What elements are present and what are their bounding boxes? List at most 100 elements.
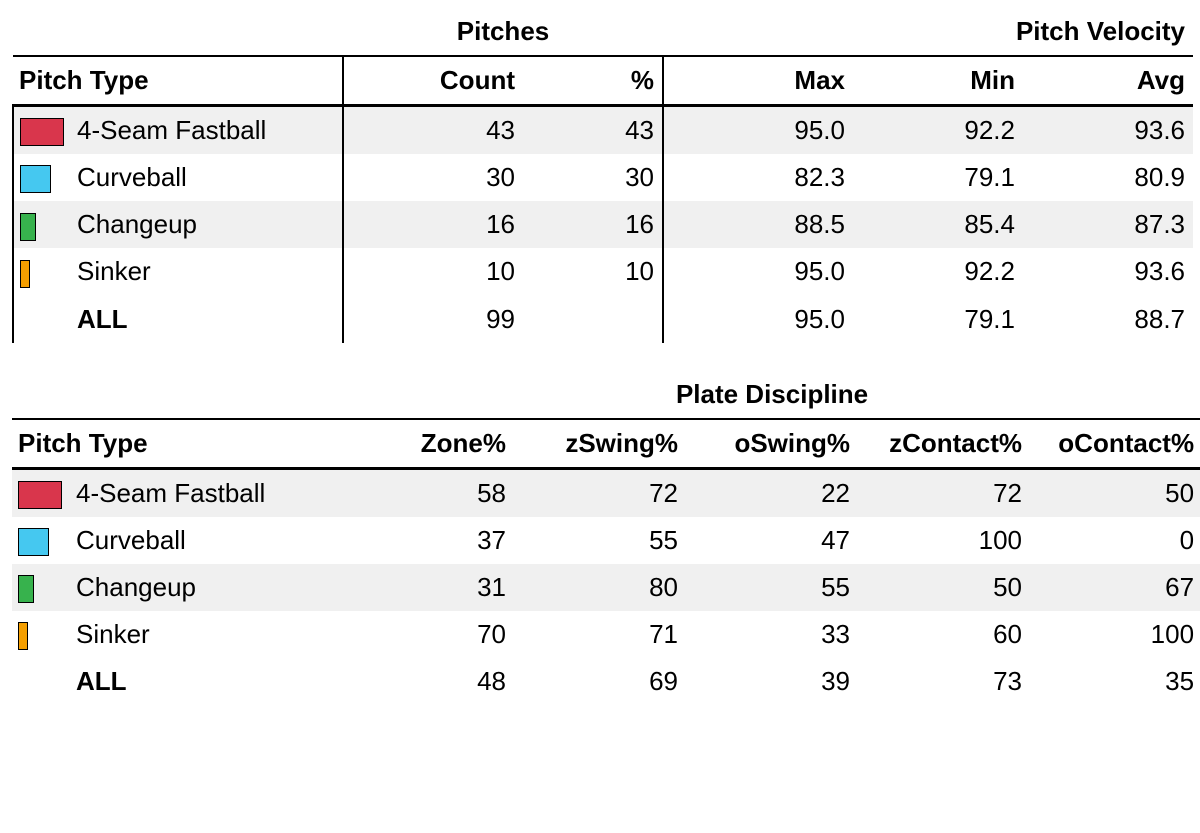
cell-ocontact: 67 — [1030, 564, 1200, 611]
swatch-cell — [12, 517, 72, 564]
t2-col-oswing: oSwing% — [686, 419, 858, 469]
t1-col-min: Min — [853, 56, 1023, 106]
t1-col-max: Max — [663, 56, 853, 106]
cell-zone: 70 — [342, 611, 514, 658]
pitch-name: Changeup — [72, 564, 342, 611]
cell-min: 92.2 — [853, 106, 1023, 155]
cell-pct: 43 — [523, 106, 663, 155]
cell-min: 92.2 — [853, 248, 1023, 295]
cell-min: 79.1 — [853, 154, 1023, 201]
cell-count: 99 — [343, 296, 523, 343]
cell-zcontact: 60 — [858, 611, 1030, 658]
cell-zcontact: 73 — [858, 658, 1030, 705]
swatch-cell — [13, 296, 73, 343]
pitches-velocity-table: Pitches Pitch Velocity Pitch Type Count … — [12, 8, 1188, 343]
swatch-cell — [12, 611, 72, 658]
cell-max: 95.0 — [663, 106, 853, 155]
swatch-cell — [13, 248, 73, 295]
cell-pct: 30 — [523, 154, 663, 201]
t2-col-zcontact: zContact% — [858, 419, 1030, 469]
table-row: Changeup3180555067 — [12, 564, 1200, 611]
cell-pct — [523, 296, 663, 343]
swatch-cell — [13, 106, 73, 155]
pitch-name-all: ALL — [73, 296, 343, 343]
swatch-cell — [12, 658, 72, 705]
cell-ocontact: 0 — [1030, 517, 1200, 564]
pitch-name: Curveball — [72, 517, 342, 564]
cell-min: 79.1 — [853, 296, 1023, 343]
t2-gh-blank — [12, 371, 342, 419]
table-row: Sinker70713360100 — [12, 611, 1200, 658]
cell-max: 95.0 — [663, 296, 853, 343]
t2-col-ocontact: oContact% — [1030, 419, 1200, 469]
table-row: 4-Seam Fastball434395.092.293.6 — [13, 106, 1193, 155]
swatch-cell — [12, 468, 72, 517]
cell-zswing: 69 — [514, 658, 686, 705]
table-row: Sinker101095.092.293.6 — [13, 248, 1193, 295]
cell-zswing: 71 — [514, 611, 686, 658]
cell-max: 95.0 — [663, 248, 853, 295]
t1-col-pct: % — [523, 56, 663, 106]
cell-pct: 10 — [523, 248, 663, 295]
cell-count: 10 — [343, 248, 523, 295]
plate-discipline-table: Plate Discipline Pitch Type Zone% zSwing… — [12, 371, 1188, 706]
cell-zcontact: 50 — [858, 564, 1030, 611]
swatch-cell — [12, 564, 72, 611]
swatch-cell — [13, 154, 73, 201]
pitch-name: 4-Seam Fastball — [72, 468, 342, 517]
cell-count: 30 — [343, 154, 523, 201]
cell-avg: 87.3 — [1023, 201, 1193, 248]
cell-zswing: 55 — [514, 517, 686, 564]
cell-pct: 16 — [523, 201, 663, 248]
cell-zone: 48 — [342, 658, 514, 705]
pitch-name-all: ALL — [72, 658, 342, 705]
pitch-swatch — [18, 622, 28, 650]
cell-ocontact: 50 — [1030, 468, 1200, 517]
pitch-swatch — [18, 528, 49, 556]
pitch-name: Changeup — [73, 201, 343, 248]
t1-gh-pitches: Pitches — [343, 8, 663, 56]
cell-zone: 58 — [342, 468, 514, 517]
cell-zone: 31 — [342, 564, 514, 611]
pitch-name: 4-Seam Fastball — [73, 106, 343, 155]
cell-oswing: 33 — [686, 611, 858, 658]
pitch-swatch — [20, 118, 64, 146]
table-row-total: ALL4869397335 — [12, 658, 1200, 705]
pitch-swatch — [20, 165, 51, 193]
pitch-swatch — [20, 260, 30, 288]
cell-ocontact: 100 — [1030, 611, 1200, 658]
table-row-total: ALL99 95.079.188.7 — [13, 296, 1193, 343]
t1-col-pitchtype: Pitch Type — [13, 56, 343, 106]
table-row: Curveball303082.379.180.9 — [13, 154, 1193, 201]
pitch-swatch — [18, 575, 34, 603]
cell-zswing: 80 — [514, 564, 686, 611]
cell-count: 16 — [343, 201, 523, 248]
cell-avg: 88.7 — [1023, 296, 1193, 343]
t1-col-avg: Avg — [1023, 56, 1193, 106]
cell-zone: 37 — [342, 517, 514, 564]
cell-zswing: 72 — [514, 468, 686, 517]
cell-avg: 80.9 — [1023, 154, 1193, 201]
cell-max: 82.3 — [663, 154, 853, 201]
cell-ocontact: 35 — [1030, 658, 1200, 705]
pitch-name: Sinker — [72, 611, 342, 658]
swatch-cell — [13, 201, 73, 248]
table-row: 4-Seam Fastball5872227250 — [12, 468, 1200, 517]
cell-max: 88.5 — [663, 201, 853, 248]
cell-zcontact: 72 — [858, 468, 1030, 517]
t1-gh-velocity: Pitch Velocity — [663, 8, 1193, 56]
cell-oswing: 47 — [686, 517, 858, 564]
t2-col-zone: Zone% — [342, 419, 514, 469]
pitch-swatch — [20, 213, 36, 241]
table-row: Curveball3755471000 — [12, 517, 1200, 564]
cell-zcontact: 100 — [858, 517, 1030, 564]
cell-oswing: 22 — [686, 468, 858, 517]
t1-col-count: Count — [343, 56, 523, 106]
cell-avg: 93.6 — [1023, 106, 1193, 155]
t1-gh-blank — [13, 8, 343, 56]
pitch-name: Sinker — [73, 248, 343, 295]
pitch-name: Curveball — [73, 154, 343, 201]
cell-oswing: 39 — [686, 658, 858, 705]
cell-avg: 93.6 — [1023, 248, 1193, 295]
t2-col-zswing: zSwing% — [514, 419, 686, 469]
